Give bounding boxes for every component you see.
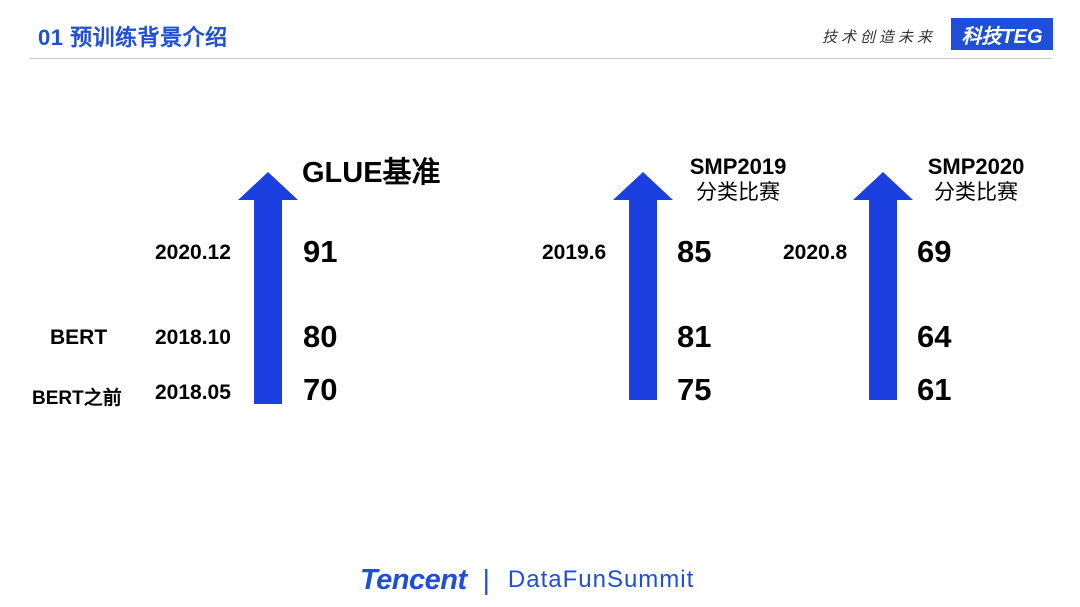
footer-separator: | — [482, 564, 490, 595]
glue-score-bert: 80 — [303, 319, 338, 354]
glue-date-2020-12: 2020.12 — [155, 241, 231, 264]
smp2020-score-top: 69 — [917, 234, 952, 269]
smp2019-date: 2019.6 — [542, 241, 607, 264]
header-divider — [30, 58, 1052, 59]
up-arrow-icon — [238, 172, 298, 404]
smp2019-score-low: 75 — [677, 372, 712, 407]
smp2019-benchmark-title: SMP2019 分类比赛 — [678, 154, 798, 206]
smp2020-score-low: 61 — [917, 372, 952, 407]
page-title: 01 预训练背景介绍 — [38, 25, 228, 50]
glue-date-2018-10: 2018.10 — [155, 326, 231, 349]
up-arrow-icon — [613, 172, 673, 400]
glue-benchmark-title: GLUE基准 — [302, 157, 441, 189]
smp2019-title: SMP2019 — [689, 154, 787, 179]
smp2019-score-mid: 81 — [677, 319, 712, 354]
datafun-summit-logo: DataFunSummit — [507, 566, 695, 593]
tencent-logo: Tencent — [360, 563, 467, 596]
brand-badge: 科技TEG — [951, 18, 1053, 50]
smp2020-score-mid: 64 — [917, 319, 952, 354]
glue-date-2018-05: 2018.05 — [155, 381, 231, 404]
glue-score-pre-bert: 70 — [303, 372, 338, 407]
smp2020-benchmark-title: SMP2020 分类比赛 — [916, 154, 1036, 206]
glue-model-pre-bert: BERT之前 — [32, 388, 122, 409]
glue-score-current: 91 — [303, 234, 338, 269]
glue-model-bert: BERT — [50, 326, 108, 349]
footer-logo: Tencent | DataFunSummit — [360, 560, 694, 600]
up-arrow-icon — [853, 172, 913, 400]
smp2020-title: SMP2020 — [927, 154, 1025, 179]
smp2020-date: 2020.8 — [783, 241, 848, 264]
smp2020-subtitle: 分类比赛 — [934, 181, 1018, 204]
smp2019-subtitle: 分类比赛 — [696, 181, 780, 204]
slogan: 技术创造未来 — [822, 29, 937, 46]
smp2019-score-top: 85 — [677, 234, 712, 269]
